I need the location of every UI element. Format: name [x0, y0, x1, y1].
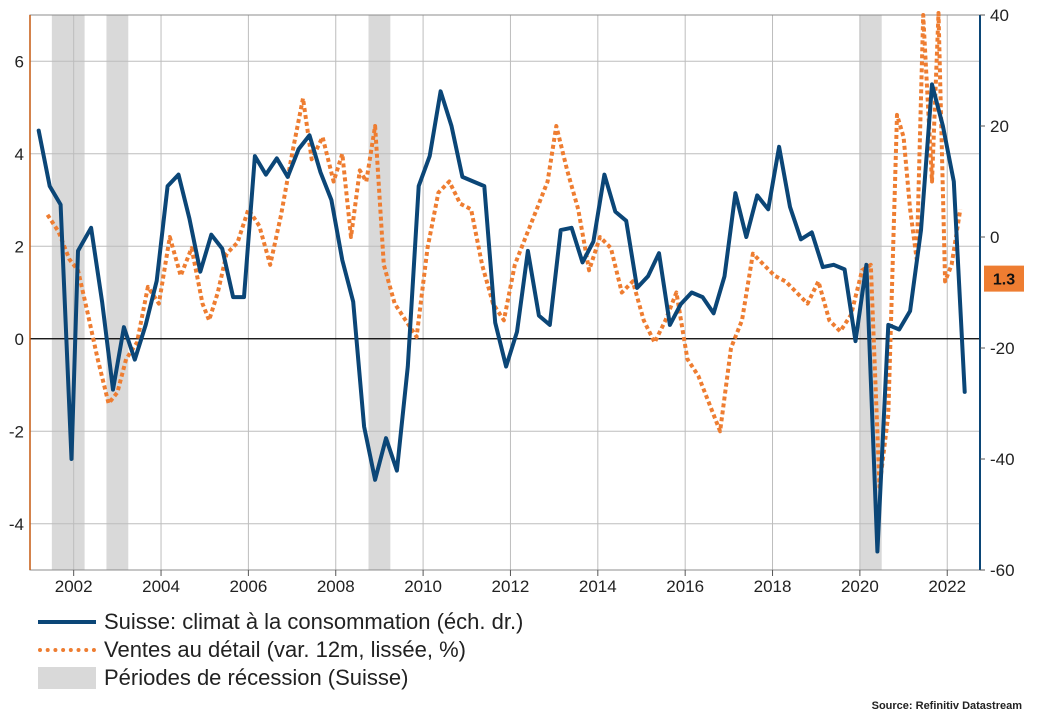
last-value-label: 1.3 — [993, 272, 1015, 289]
x-tick-label: 2020 — [841, 577, 879, 596]
legend-swatch-solid-line — [38, 620, 96, 624]
y-right-tick-label: 0 — [990, 228, 999, 247]
x-tick-label: 2018 — [754, 577, 792, 596]
series-consumer-climate-line — [36, 82, 967, 554]
recession-band — [368, 15, 391, 570]
y-right-tick-label: -60 — [990, 561, 1015, 580]
source-note: Source: Refinitiv Datastream — [871, 700, 1022, 712]
y-right-tick-label: 20 — [990, 117, 1009, 136]
y-left-tick-label: 2 — [15, 237, 24, 256]
x-tick-label: 2002 — [55, 577, 93, 596]
x-tick-label: 2016 — [666, 577, 704, 596]
legend-item-retail-sales: Ventes au détail (var. 12m, lissée, %) — [38, 636, 523, 664]
plot-frame — [29, 14, 981, 571]
x-tick-label: 2010 — [404, 577, 442, 596]
y-left-tick-label: 0 — [15, 330, 24, 349]
recession-band — [106, 15, 129, 570]
x-tick-label: 2012 — [492, 577, 530, 596]
y-right-tick-label: -40 — [990, 450, 1015, 469]
legend-label: Ventes au détail (var. 12m, lissée, %) — [104, 637, 466, 662]
y-right-tick-label: -20 — [990, 339, 1015, 358]
legend-label: Périodes de récession (Suisse) — [104, 665, 409, 690]
legend-item-consumer-climate: Suisse: climat à la consommation (éch. d… — [38, 608, 523, 636]
series-retail-sales-line — [45, 11, 963, 489]
y-left-tick-label: 6 — [15, 52, 24, 71]
recession-band — [51, 15, 85, 570]
x-tick-label: 2006 — [229, 577, 267, 596]
y-left-tick-label: 4 — [15, 145, 24, 164]
x-tick-label: 2008 — [317, 577, 355, 596]
x-tick-label: 2022 — [928, 577, 966, 596]
legend-swatch-dotted-line — [38, 648, 96, 652]
y-left-tick-label: -2 — [9, 422, 24, 441]
legend-item-recession: Périodes de récession (Suisse) — [38, 664, 523, 692]
legend-swatch-band — [38, 667, 96, 689]
x-tick-label: 2014 — [579, 577, 617, 596]
last-value-badge — [984, 265, 1024, 292]
legend: Suisse: climat à la consommation (éch. d… — [38, 608, 523, 692]
x-tick-label: 2004 — [142, 577, 180, 596]
y-left-tick-label: -4 — [9, 515, 24, 534]
chart: 2002 2004 2006 2008 2010 2012 2014 2016 2018 2020… — [9, 6, 1024, 596]
y-right-tick-label: 40 — [990, 6, 1009, 25]
legend-label: Suisse: climat à la consommation (éch. d… — [104, 609, 524, 634]
